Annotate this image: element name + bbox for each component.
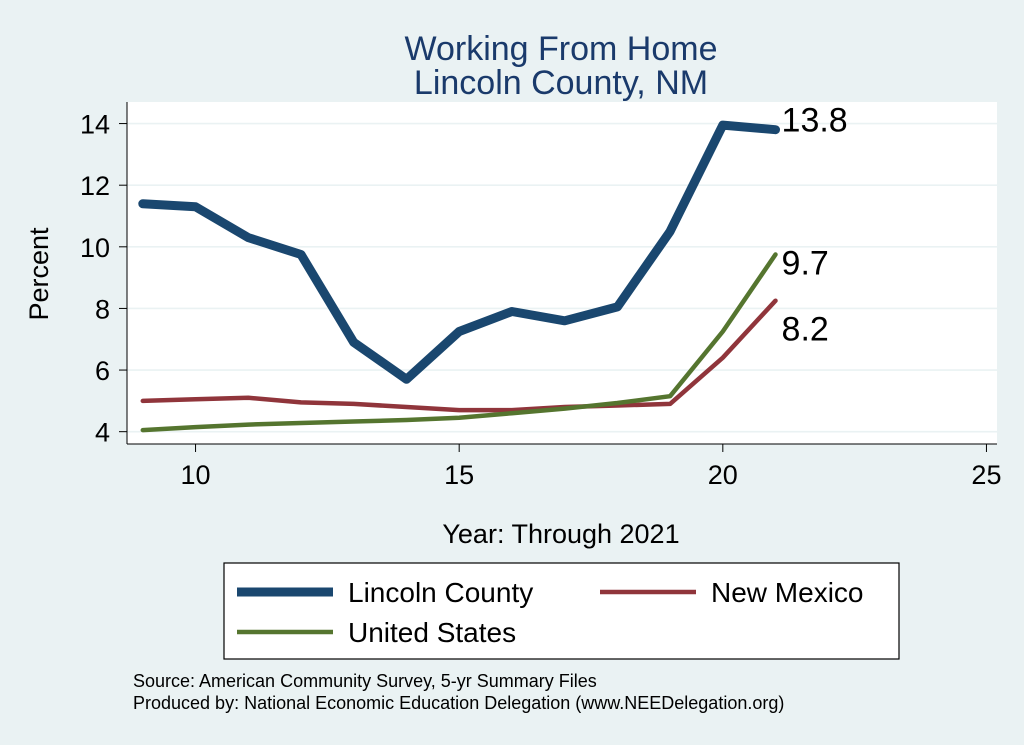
legend-box [223, 562, 900, 660]
series-line-lincoln-county [138, 120, 780, 384]
plot-area [127, 102, 997, 444]
end-label-new-mexico: 8.2 [782, 311, 829, 349]
x-tick-label-10: 10 [181, 460, 211, 490]
y-tick-label-4: 4 [95, 418, 110, 448]
series-line-united-states [140, 252, 778, 433]
legend: Lincoln County New Mexico United States [223, 562, 900, 660]
source-note: Source: American Community Survey, 5-yr … [133, 671, 597, 691]
y-tick-label-14: 14 [80, 110, 110, 140]
end-label-united-states: 9.7 [782, 245, 829, 283]
x-tick-label-25: 25 [971, 460, 1001, 490]
chart-subtitle: Lincoln County, NM [414, 64, 708, 102]
series-lines [138, 120, 780, 433]
legend-label-lincoln-county: Lincoln County [348, 577, 533, 608]
produced-by-note: Produced by: National Economic Education… [133, 693, 784, 713]
x-tick-label-20: 20 [708, 460, 738, 490]
y-tick-label-6: 6 [95, 356, 110, 386]
legend-label-united-states: United States [348, 617, 516, 648]
x-axis-title: Year: Through 2021 [442, 519, 679, 549]
y-tick-label-8: 8 [95, 294, 110, 324]
axes: 4 6 8 10 12 14 10 15 20 25 [80, 102, 1001, 490]
end-label-lincoln-county: 13.8 [782, 102, 848, 140]
y-axis-title: Percent [24, 227, 54, 321]
end-labels: 13.8 8.2 9.7 [782, 102, 848, 349]
y-tick-label-10: 10 [80, 233, 110, 263]
series-line-new-mexico [140, 298, 778, 413]
y-tick-label-12: 12 [80, 171, 110, 201]
x-tick-label-15: 15 [444, 460, 474, 490]
legend-label-new-mexico: New Mexico [711, 577, 863, 608]
chart-title: Working From Home [405, 30, 718, 68]
